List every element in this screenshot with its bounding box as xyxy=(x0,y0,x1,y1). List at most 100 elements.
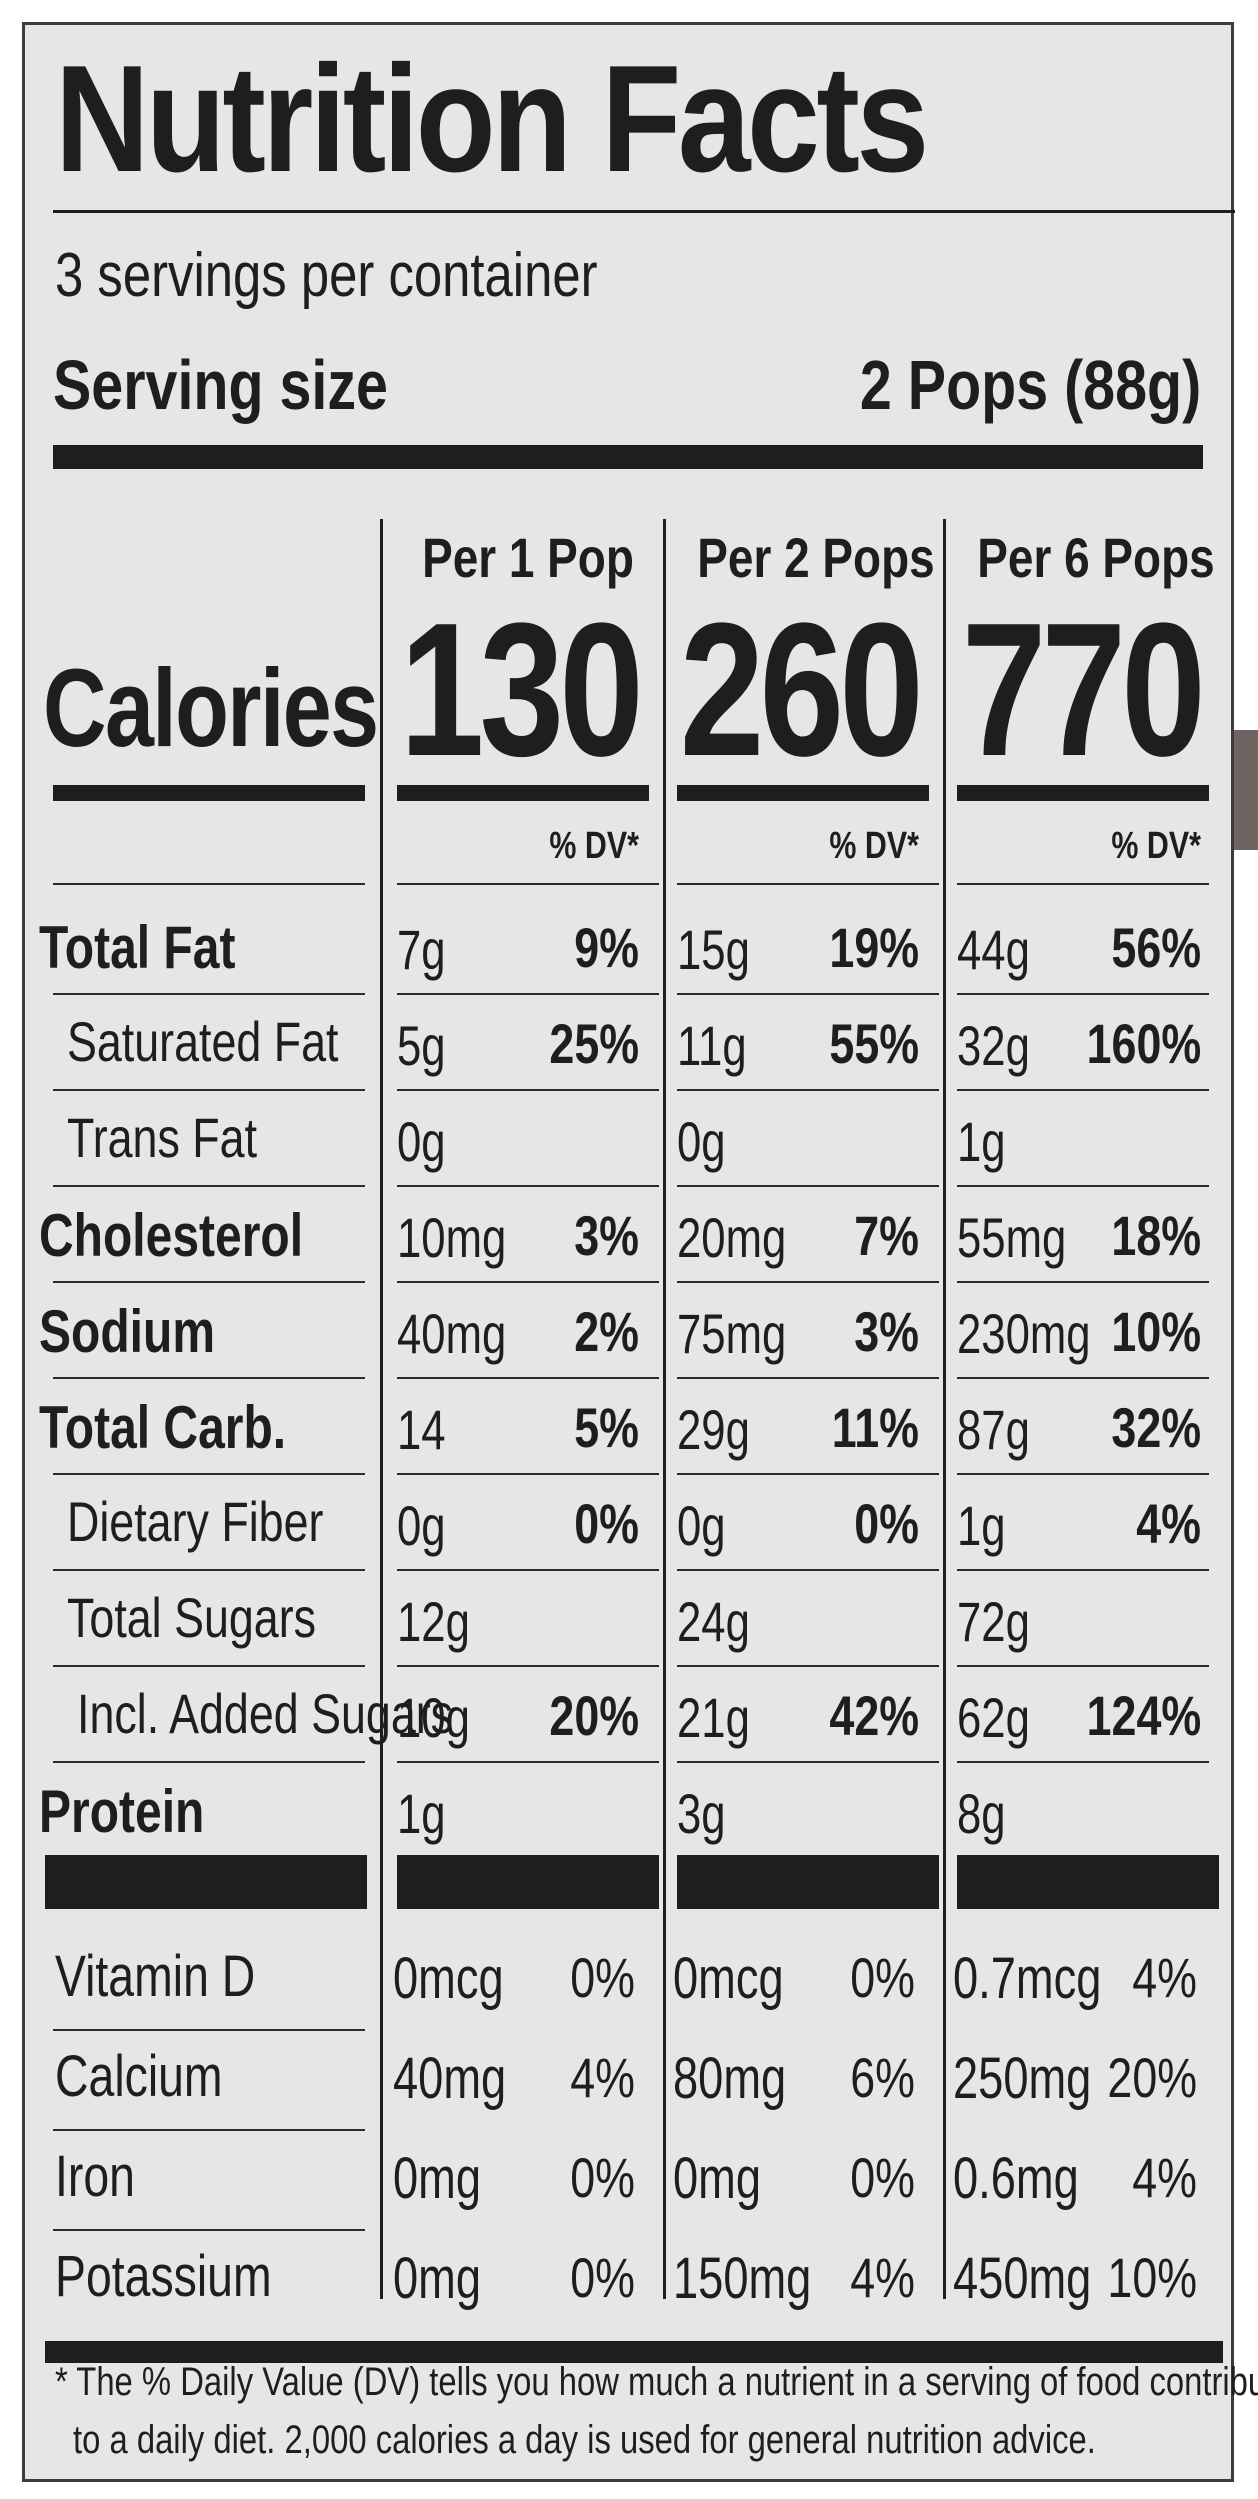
vitamin-amount: 450mg xyxy=(953,2246,1092,2311)
vitamin-label: Potassium xyxy=(55,2244,272,2309)
row-divider xyxy=(677,1185,939,1187)
nutrient-amount: 15g xyxy=(677,918,750,981)
panel-title: Nutrition Facts xyxy=(55,34,929,204)
nutrient-dv: 160% xyxy=(1086,1012,1201,1075)
nutrient-amount: 8g xyxy=(957,1782,1006,1845)
vitamin-amount: 0.7mcg xyxy=(953,1946,1102,2011)
bottom-thick-rule xyxy=(45,2341,1223,2363)
row-divider xyxy=(957,1569,1209,1571)
calories-value-1: 130 xyxy=(399,584,644,796)
row-divider xyxy=(53,1377,365,1379)
nutrient-amount: 21g xyxy=(677,1686,750,1749)
nutrient-amount: 11g xyxy=(677,1014,747,1077)
vitamin-dv: 20% xyxy=(1107,2046,1197,2109)
nutrient-label: Dietary Fiber xyxy=(67,1490,324,1553)
servings-per-container: 3 servings per container xyxy=(55,241,598,310)
nutrient-dv: 32% xyxy=(1111,1396,1201,1459)
vitamin-dv: 4% xyxy=(1132,2146,1197,2209)
dv-header-3: % DV* xyxy=(1111,825,1201,867)
row-divider xyxy=(397,1473,659,1475)
nutrient-amount: 7g xyxy=(397,918,446,981)
nutrient-label: Cholesterol xyxy=(39,1202,304,1269)
column-divider xyxy=(380,519,383,2299)
nutrient-label: Total Fat xyxy=(39,914,236,981)
column-divider xyxy=(663,519,666,2299)
nutrient-amount: 12g xyxy=(397,1590,470,1653)
row-divider xyxy=(397,1665,659,1667)
nutrient-label: Saturated Fat xyxy=(67,1010,339,1073)
nutrient-label: Protein xyxy=(39,1778,205,1845)
nutrient-dv: 0% xyxy=(574,1492,639,1555)
row-divider xyxy=(53,1281,365,1283)
row-divider xyxy=(53,2129,365,2131)
vitamin-label: Iron xyxy=(55,2144,135,2209)
vitamin-amount: 0mg xyxy=(393,2246,482,2311)
nutrient-dv: 10% xyxy=(1111,1300,1201,1363)
row-divider xyxy=(397,1569,659,1571)
nutrient-dv: 25% xyxy=(549,1012,639,1075)
vitamin-amount: 0mcg xyxy=(673,1946,784,2011)
title-rule xyxy=(53,210,1235,213)
row-divider xyxy=(677,1761,939,1763)
row-divider xyxy=(53,1665,365,1667)
row-divider xyxy=(677,883,939,885)
row-divider xyxy=(957,1665,1209,1667)
nutrient-amount: 10g xyxy=(397,1686,470,1749)
serving-size-value: 2 Pops (88g) xyxy=(859,346,1201,424)
row-divider xyxy=(677,1569,939,1571)
vitamin-label: Calcium xyxy=(55,2044,223,2109)
row-divider xyxy=(957,1473,1209,1475)
thick-rule xyxy=(53,445,1203,469)
nutrient-amount: 29g xyxy=(677,1398,750,1461)
nutrient-amount: 10mg xyxy=(397,1206,507,1269)
row-divider xyxy=(53,993,365,995)
nutrient-amount: 72g xyxy=(957,1590,1030,1653)
nutrient-amount: 0g xyxy=(677,1110,726,1173)
nutrient-dv: 3% xyxy=(854,1300,919,1363)
nutrient-amount: 14 xyxy=(397,1398,446,1461)
nutrient-dv: 9% xyxy=(574,916,639,979)
nutrient-amount: 62g xyxy=(957,1686,1030,1749)
calories-label: Calories xyxy=(43,647,379,770)
nutrient-label: Incl. Added Sugars xyxy=(77,1682,454,1745)
nutrient-dv: 20% xyxy=(549,1684,639,1747)
row-divider xyxy=(677,1089,939,1091)
nutrient-dv: 5% xyxy=(574,1396,639,1459)
row-divider xyxy=(677,1665,939,1667)
row-divider xyxy=(397,1281,659,1283)
vitamin-amount: 80mg xyxy=(673,2046,787,2111)
vitamin-dv: 6% xyxy=(850,2046,915,2109)
vitamin-amount: 40mg xyxy=(393,2046,507,2111)
row-divider xyxy=(957,1377,1209,1379)
row-divider xyxy=(53,1569,365,1571)
row-divider xyxy=(53,1473,365,1475)
nutrient-amount: 3g xyxy=(677,1782,726,1845)
calories-rule xyxy=(677,785,929,801)
footnote-line-1: * The % Daily Value (DV) tells you how m… xyxy=(55,2360,1258,2404)
row-divider xyxy=(677,993,939,995)
row-divider xyxy=(397,1089,659,1091)
vitamin-dv: 4% xyxy=(1132,1946,1197,2009)
vitamin-dv: 0% xyxy=(570,1946,635,2009)
vitamin-dv: 0% xyxy=(850,1946,915,2009)
row-divider xyxy=(397,883,659,885)
vitamin-amount: 0mg xyxy=(673,2146,762,2211)
calories-rule xyxy=(397,785,649,801)
vitamin-label: Vitamin D xyxy=(55,1944,256,2009)
nutrient-dv: 56% xyxy=(1111,916,1201,979)
nutrient-dv: 19% xyxy=(829,916,919,979)
serving-size-label: Serving size xyxy=(53,346,388,424)
row-divider xyxy=(53,2029,365,2031)
dv-header-2: % DV* xyxy=(829,825,919,867)
column-header-2: Per 2 Pops xyxy=(697,526,935,589)
nutrient-amount: 230mg xyxy=(957,1302,1091,1365)
vitamin-amount: 0mg xyxy=(393,2146,482,2211)
nutrient-label: Sodium xyxy=(39,1298,215,1365)
nutrient-dv: 2% xyxy=(574,1300,639,1363)
vitamin-dv: 0% xyxy=(570,2146,635,2209)
calories-value-2: 260 xyxy=(679,584,924,796)
nutrient-dv: 3% xyxy=(574,1204,639,1267)
nutrient-amount: 0g xyxy=(677,1494,726,1557)
nutrient-amount: 44g xyxy=(957,918,1030,981)
row-divider xyxy=(397,1377,659,1379)
